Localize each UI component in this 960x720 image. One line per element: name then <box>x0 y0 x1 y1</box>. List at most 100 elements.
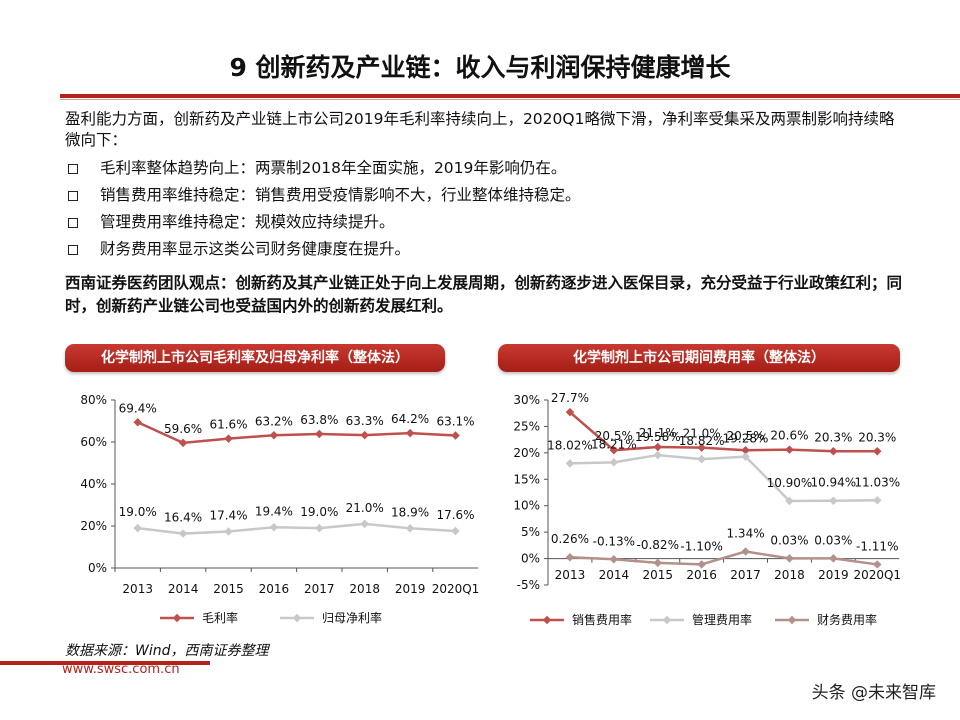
c1-y-tick-label: 0% <box>88 561 107 575</box>
bullet-list: 毛利率整体趋势向上：两票制2018年全面实施，2019年影响仍在。 销售费用率维… <box>65 155 905 263</box>
c1-series-1-point <box>405 524 415 533</box>
c2-x-tick-label: 2017 <box>730 568 761 582</box>
c2-series-0-data-label: 20.6% <box>770 429 808 443</box>
square-bullet-icon <box>68 244 78 255</box>
c1-x-tick-label: 2019 <box>395 582 426 596</box>
c1-series-1-data-label: 19.4% <box>255 504 293 518</box>
c2-y-tick-label: 10% <box>513 499 540 513</box>
c1-series-0-point <box>405 428 415 438</box>
c2-series-1-data-label: 11.03% <box>854 475 900 489</box>
c2-series-2-point <box>873 560 882 569</box>
c2-series-2-point <box>653 558 662 568</box>
c1-legend-label: 毛利率 <box>202 610 238 625</box>
c2-series-2-data-label: -0.82% <box>637 538 679 552</box>
c2-legend-marker <box>787 615 797 625</box>
c1-series-0-data-label: 63.3% <box>346 414 384 428</box>
c1-series-1-point <box>360 519 369 529</box>
c2-x-tick-label: 2016 <box>686 568 717 582</box>
c2-series-1-data-label: 18.21% <box>591 437 637 451</box>
c1-series-1-data-label: 19.0% <box>119 505 157 519</box>
c1-series-0-data-label: 63.1% <box>436 414 474 428</box>
c1-series-0-point <box>269 431 279 440</box>
intro-paragraph: 盈利能力方面，创新药及产业链上市公司2019年毛利率持续向上，2020Q1略微下… <box>65 110 895 149</box>
c1-series-0-point <box>178 438 188 448</box>
c1-series-0-point <box>315 429 324 439</box>
c2-x-tick-label: 2014 <box>599 568 630 582</box>
c2-series-1-point <box>609 458 619 467</box>
c2-series-2-line <box>569 550 878 566</box>
c1-series-1-data-label: 19.0% <box>300 505 338 519</box>
c2-series-0-data-label: 20.5% <box>595 429 633 443</box>
c2-y-tick-label: -5% <box>517 578 540 592</box>
c2-series-2-data-label: -1.11% <box>856 539 898 553</box>
chart1-title: 化学制剂上市公司毛利率及归母净利率（整体法） <box>65 344 445 372</box>
c2-legend-label: 管理费用率 <box>692 612 752 627</box>
c2-series-0-data-label: 27.7% <box>551 391 589 405</box>
footer-url: www.swsc.com.cn <box>62 662 180 677</box>
c1-x-tick-label: 2013 <box>122 582 153 596</box>
c2-series-2-point <box>609 555 619 564</box>
c2-y-tick-label: 15% <box>513 472 540 486</box>
c2-series-0-data-label: 21.1% <box>639 426 677 440</box>
bullet-text: 管理费用率维持稳定：规模效应持续提升。 <box>100 213 395 231</box>
c1-legend-label: 归母净利率 <box>322 610 382 625</box>
bullet-item: 管理费用率维持稳定：规模效应持续提升。 <box>65 209 905 236</box>
square-bullet-icon <box>68 190 78 201</box>
c2-series-0-data-label: 20.3% <box>814 430 852 444</box>
c2-y-tick-label: 20% <box>513 446 540 460</box>
c2-series-2-data-label: -1.10% <box>680 539 722 553</box>
c2-series-1-point <box>653 450 662 460</box>
c2-series-0-data-label: 20.5% <box>726 429 764 443</box>
c2-series-1-data-label: 10.90% <box>767 476 813 490</box>
c1-series-0-line <box>137 421 456 445</box>
chart2-title: 化学制剂上市公司期间费用率（整体法） <box>498 344 900 372</box>
bullet-item: 财务费用率显示这类公司财务健康度在提升。 <box>65 236 905 263</box>
c2-series-1-data-label: 19.58% <box>635 430 681 444</box>
c1-x-tick-label: 2016 <box>259 582 290 596</box>
c2-series-0-point <box>785 445 794 454</box>
c1-series-1-point <box>178 529 188 538</box>
bullet-text: 毛利率整体趋势向上：两票制2018年全面实施，2019年影响仍在。 <box>100 159 567 177</box>
c2-series-1-point <box>873 496 882 505</box>
c1-legend-marker <box>292 613 302 623</box>
c2-legend-label: 财务费用率 <box>817 612 877 627</box>
c2-series-2-point <box>741 547 750 556</box>
c2-series-1-line <box>569 453 878 503</box>
c1-series-0-data-label: 61.6% <box>209 418 247 432</box>
c2-series-1-data-label: 18.82% <box>679 434 725 448</box>
team-view-paragraph: 西南证券医药团队观点：创新药及其产业链正处于向上发展周期，创新药逐步进入医保目录… <box>65 274 903 315</box>
c2-series-2-point <box>565 552 575 562</box>
c1-x-tick-label: 2018 <box>349 582 380 596</box>
c2-series-0-point <box>829 447 838 456</box>
c1-series-0-point <box>224 434 233 443</box>
c1-series-0-data-label: 63.8% <box>300 413 338 427</box>
c2-x-tick-label: 2018 <box>774 568 805 582</box>
c1-series-1-data-label: 17.4% <box>209 508 247 522</box>
c1-series-1-data-label: 17.6% <box>436 508 474 522</box>
c2-series-2-data-label: -0.13% <box>593 534 635 548</box>
c1-x-tick-label: 2015 <box>213 582 244 596</box>
c1-legend-marker <box>172 613 182 623</box>
c2-y-tick-label: 5% <box>521 525 540 539</box>
c1-series-1-point <box>315 523 324 533</box>
c1-series-0-point <box>133 418 142 427</box>
c2-x-tick-label: 2015 <box>642 568 673 582</box>
c1-series-0-data-label: 59.6% <box>164 422 202 436</box>
c1-y-tick-label: 60% <box>80 435 107 449</box>
c2-series-1-point <box>565 459 575 468</box>
c2-series-0-point <box>873 447 882 456</box>
c1-x-tick-label: 2020Q1 <box>432 582 480 596</box>
bullet-text: 销售费用率维持稳定：销售费用受疫情影响不大，行业整体维持稳定。 <box>100 186 581 204</box>
square-bullet-icon <box>68 163 78 174</box>
c1-series-1-data-label: 21.0% <box>346 501 384 515</box>
c2-legend-marker <box>542 615 552 625</box>
c1-series-1-data-label: 18.9% <box>391 505 429 519</box>
bullet-item: 销售费用率维持稳定：销售费用受疫情影响不大，行业整体维持稳定。 <box>65 182 905 209</box>
c2-series-1-point <box>829 496 838 505</box>
c2-series-1-data-label: 10.94% <box>810 476 856 490</box>
c2-legend-label: 销售费用率 <box>572 612 632 627</box>
c2-series-1-point <box>697 454 706 464</box>
c2-series-2-data-label: 1.34% <box>726 526 764 540</box>
title-rule-thin <box>60 99 960 100</box>
bullet-text: 财务费用率显示这类公司财务健康度在提升。 <box>100 240 411 258</box>
